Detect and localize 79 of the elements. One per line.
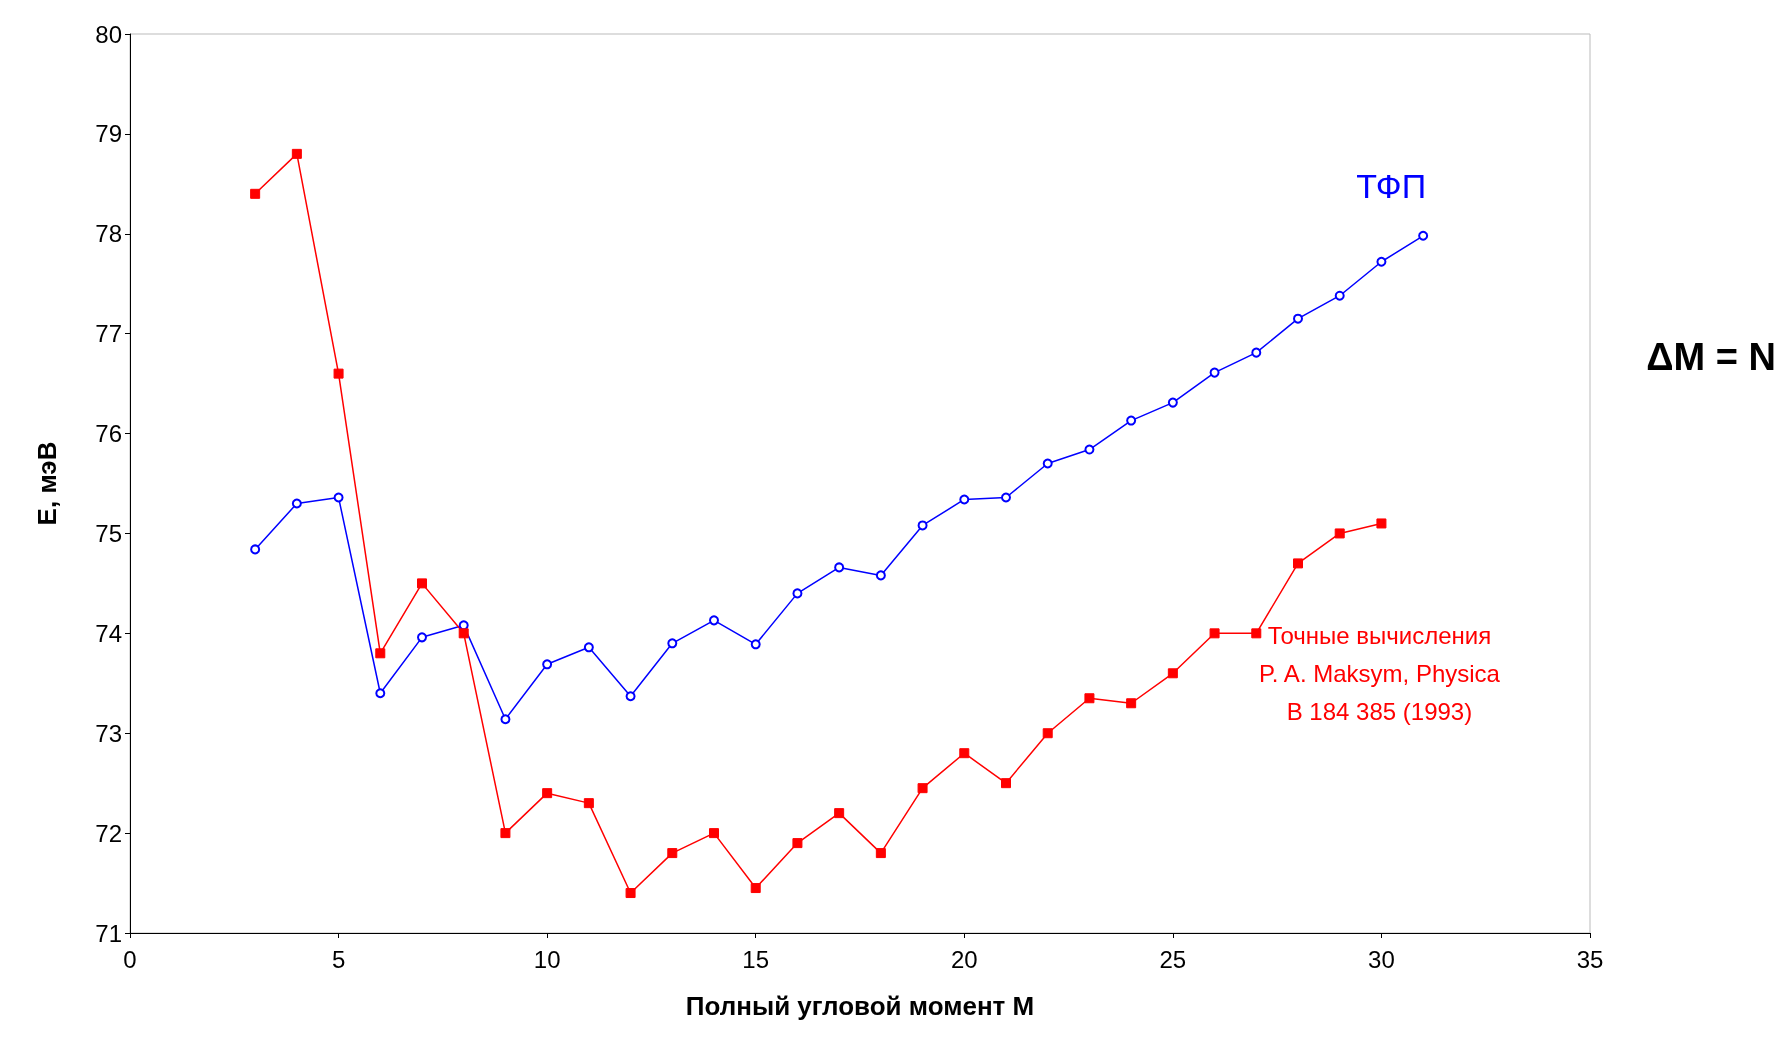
point: [1167, 668, 1178, 679]
x-tick-label: 0: [123, 945, 137, 973]
point: [1001, 492, 1011, 503]
point: [458, 628, 469, 639]
point: [542, 788, 553, 799]
point: [1334, 290, 1345, 301]
point: [375, 688, 386, 699]
point: [959, 748, 970, 759]
point: [1376, 256, 1387, 267]
x-tick-label: 30: [1368, 945, 1395, 973]
point: [1251, 628, 1262, 639]
point: [792, 838, 803, 849]
point: [1084, 693, 1095, 704]
point: [625, 691, 636, 702]
y-axis-title: E, мэВ: [32, 441, 62, 526]
y-tick-label: 79: [95, 120, 122, 148]
x-tick-label: 15: [742, 945, 770, 973]
y-tick-label: 80: [95, 20, 122, 48]
point: [1293, 313, 1303, 324]
point: [1126, 698, 1137, 709]
x-tick-label: 35: [1576, 945, 1604, 973]
point: [1209, 628, 1220, 639]
point: [750, 639, 761, 650]
y-tick-label: 72: [95, 819, 122, 847]
point: [1334, 528, 1345, 539]
x-tick-label: 10: [533, 945, 561, 973]
point: [1167, 397, 1178, 408]
point: [333, 368, 344, 379]
point: [792, 588, 803, 599]
point: [834, 808, 845, 819]
y-tick-label: 75: [95, 519, 122, 547]
point: [1251, 347, 1262, 358]
x-tick-label: 20: [950, 945, 978, 973]
point: [291, 498, 302, 509]
point: [1376, 518, 1387, 529]
point: [375, 648, 386, 659]
y-tick-label: 71: [95, 919, 122, 947]
text: ΔM = N: [1646, 336, 1776, 378]
y-tick-label: 78: [95, 220, 122, 248]
series-label: Точные вычисления P. A. Maksym, Physica B 184 385 (1993): [1258, 621, 1501, 725]
point: [1418, 230, 1429, 241]
point: [583, 642, 594, 653]
y-tick-label: 76: [95, 420, 122, 448]
point: [875, 848, 886, 859]
point: [667, 848, 678, 859]
point: [875, 570, 886, 581]
point: [667, 638, 678, 649]
point: [834, 562, 845, 573]
point: [1209, 367, 1220, 378]
point: [291, 148, 302, 159]
point: [709, 828, 719, 839]
point: [333, 492, 344, 503]
y-tick-label: 73: [95, 719, 122, 747]
x-axis-title: Полный угловой момент M: [685, 991, 1035, 1021]
point: [417, 632, 427, 643]
point: [1042, 728, 1053, 739]
point: [709, 615, 719, 626]
point: [542, 659, 553, 670]
x-tick-label: 25: [1159, 945, 1187, 973]
point: [1084, 444, 1095, 455]
point: [1126, 415, 1137, 426]
series-label: ТФП: [1356, 166, 1427, 205]
x-tick-label: 5: [331, 945, 346, 973]
point: [500, 828, 511, 839]
point: [500, 714, 511, 725]
y-tick-label: 74: [95, 619, 122, 647]
point: [750, 883, 761, 894]
point: [583, 798, 594, 809]
point: [417, 578, 427, 589]
point: [250, 188, 261, 199]
point: [1293, 558, 1303, 569]
point: [625, 888, 636, 899]
point: [959, 494, 970, 505]
point: [1042, 458, 1053, 469]
point: [1001, 778, 1011, 789]
point: [250, 544, 261, 555]
point: [917, 783, 928, 794]
point: [917, 520, 928, 531]
y-tick-label: 77: [95, 320, 122, 348]
